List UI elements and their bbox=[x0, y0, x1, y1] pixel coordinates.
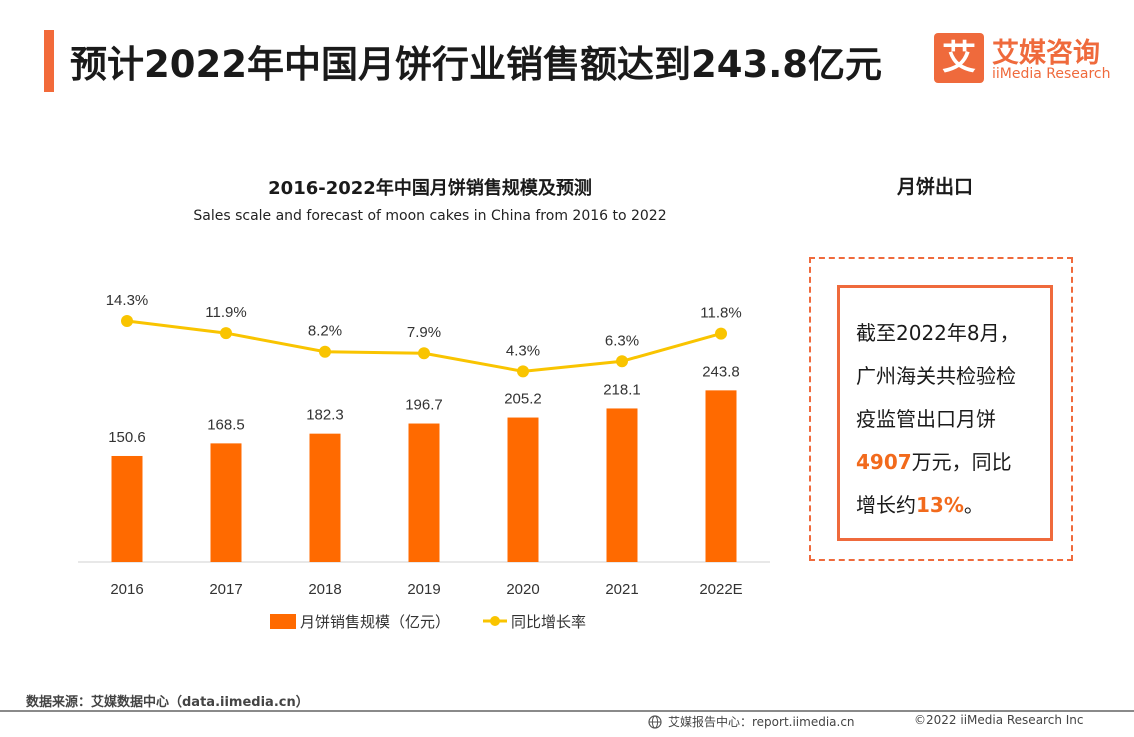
export-dashed-frame bbox=[809, 257, 1073, 561]
bar-2020 bbox=[507, 417, 539, 562]
footer-report-text: 艾媒报告中心：report.iimedia.cn bbox=[668, 715, 855, 729]
growth-point-2018 bbox=[319, 345, 331, 358]
logo-name-cn: 艾媒咨询 bbox=[992, 38, 1100, 69]
bar-label-2017: 168.5 bbox=[207, 416, 245, 433]
export-line-2: 广州海关共检验检 bbox=[856, 364, 1016, 388]
logo-name-en: iiMedia Research bbox=[992, 66, 1111, 82]
legend-line-label: 同比增长率 bbox=[511, 613, 586, 631]
x-tick-2021: 2021 bbox=[605, 581, 638, 598]
x-tick-2018: 2018 bbox=[308, 581, 341, 598]
bar-2021 bbox=[606, 408, 638, 562]
iimedia-logo[interactable]: 艾 艾媒咨询 iiMedia Research bbox=[934, 33, 1119, 85]
export-info-box: 截至2022年8月， 广州海关共检验检 疫监管出口月饼 4907万元，同比 增长… bbox=[837, 285, 1053, 541]
bar-2018 bbox=[309, 433, 341, 562]
growth-label-2017: 11.9% bbox=[205, 304, 246, 321]
chart-title: 2016-2022年中国月饼销售规模及预测 bbox=[268, 178, 592, 199]
side-title: 月饼出口 bbox=[896, 176, 973, 198]
legend-bar-label: 月饼销售规模（亿元） bbox=[300, 613, 450, 631]
globe-icon bbox=[648, 714, 662, 729]
legend-line-marker bbox=[490, 616, 500, 626]
growth-label-2021: 6.3% bbox=[605, 332, 639, 349]
growth-point-2016 bbox=[121, 315, 133, 327]
growth-point-2017 bbox=[220, 327, 232, 340]
export-line-4: 4907万元，同比 bbox=[856, 441, 1040, 484]
growth-label-2018: 8.2% bbox=[308, 323, 342, 340]
export-growth-value: 13% bbox=[916, 493, 964, 517]
x-tick-2019: 2019 bbox=[407, 581, 440, 598]
growth-point-2019 bbox=[418, 347, 430, 360]
bar-2016 bbox=[111, 455, 143, 562]
data-source: 数据来源：艾媒数据中心（data.iimedia.cn） bbox=[26, 695, 309, 710]
growth-label-2019: 7.9% bbox=[407, 324, 441, 341]
growth-label-2016: 14.3% bbox=[106, 292, 149, 309]
title-accent-bar bbox=[44, 30, 54, 92]
growth-label-2022E: 11.8% bbox=[700, 305, 741, 322]
logo-mark: 艾 bbox=[934, 33, 984, 83]
bar-label-2018: 182.3 bbox=[306, 407, 344, 424]
bar-label-2020: 205.2 bbox=[504, 391, 542, 408]
x-tick-2017: 2017 bbox=[209, 581, 242, 598]
export-value-suffix: 万元，同比 bbox=[911, 450, 1012, 474]
growth-suffix: 。 bbox=[963, 493, 984, 517]
x-tick-2022E: 2022E bbox=[699, 581, 742, 598]
footer-divider bbox=[0, 710, 1134, 712]
page-title: 预计2022年中国月饼行业销售额达到243.8亿元 bbox=[70, 43, 883, 86]
export-line-3: 疫监管出口月饼 bbox=[856, 407, 996, 431]
footer-copyright: ©2022 iiMedia Research Inc bbox=[914, 713, 1084, 727]
bar-2022E bbox=[705, 390, 737, 562]
export-line-1: 截至2022年8月， bbox=[856, 321, 1020, 345]
bar-2017 bbox=[210, 443, 242, 562]
bar-label-2022E: 243.8 bbox=[702, 363, 740, 380]
export-line-5: 增长约13%。 bbox=[856, 484, 1040, 527]
growth-label-2020: 4.3% bbox=[506, 342, 540, 359]
x-tick-2020: 2020 bbox=[506, 581, 539, 598]
sales-chart: 150.6 168.5 182.3 196.7 205.2 218.1 243.8 2016 2… bbox=[78, 292, 770, 631]
bar-label-2019: 196.7 bbox=[405, 397, 443, 414]
chart-subtitle: Sales scale and forecast of moon cakes i… bbox=[193, 208, 667, 224]
bar-2019 bbox=[408, 423, 440, 562]
growth-point-2021 bbox=[616, 355, 628, 368]
footer-report[interactable]: 艾媒报告中心：report.iimedia.cn bbox=[648, 713, 855, 730]
growth-point-2020 bbox=[517, 365, 529, 378]
growth-point-2022E bbox=[715, 327, 727, 340]
x-tick-2016: 2016 bbox=[110, 581, 143, 598]
bar-label-2021: 218.1 bbox=[603, 381, 641, 398]
export-value: 4907 bbox=[856, 450, 912, 474]
growth-prefix: 增长约 bbox=[856, 493, 916, 517]
bar-label-2016: 150.6 bbox=[108, 429, 146, 446]
legend-bar-swatch bbox=[270, 614, 296, 629]
